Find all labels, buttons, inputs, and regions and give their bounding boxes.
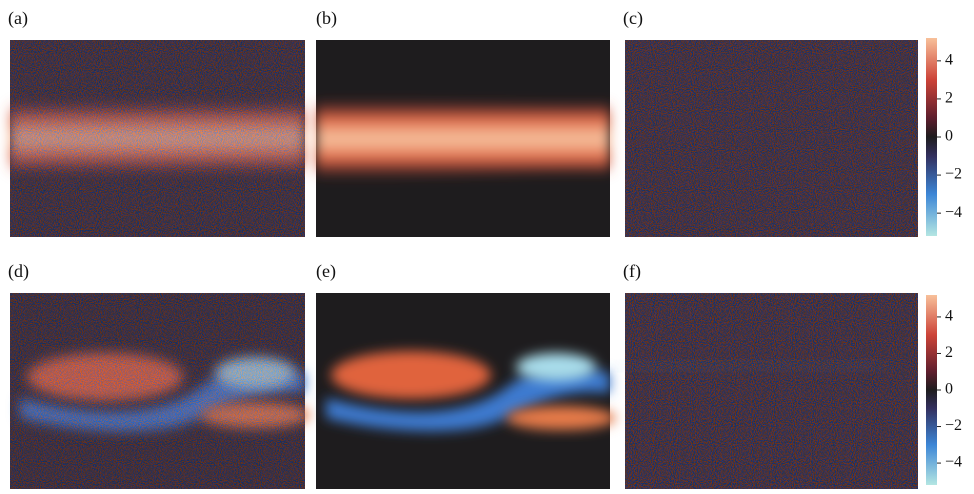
colorbar-tick-label: 4 [945,308,953,325]
panel-label: (a) [8,8,28,29]
colorbar [926,38,937,236]
colorbar-tick-label: −2 [945,166,962,183]
panel-label: (c) [623,8,643,29]
panel-label: (d) [8,261,29,282]
panel-a [10,40,305,237]
panel-b [316,40,610,237]
panel-label: (f) [623,261,641,282]
panel-label: (b) [316,8,337,29]
colorbar-tick-label: −4 [945,454,962,471]
colorbar-tick-label: 0 [945,128,953,145]
colorbar-tick-label: 0 [945,381,953,398]
colorbar-tick-label: −2 [945,417,962,434]
colorbar-tick-label: 2 [945,344,953,361]
panel-d [10,293,310,489]
panel-label: (e) [316,261,336,282]
colorbar-tick-label: 2 [945,90,953,107]
panel-e [316,293,616,489]
panel-c [625,40,918,237]
colorbar [926,295,937,485]
panel-f [624,293,918,489]
colorbar-tick-label: −4 [945,204,962,221]
colorbar-tick-label: 4 [945,52,953,69]
